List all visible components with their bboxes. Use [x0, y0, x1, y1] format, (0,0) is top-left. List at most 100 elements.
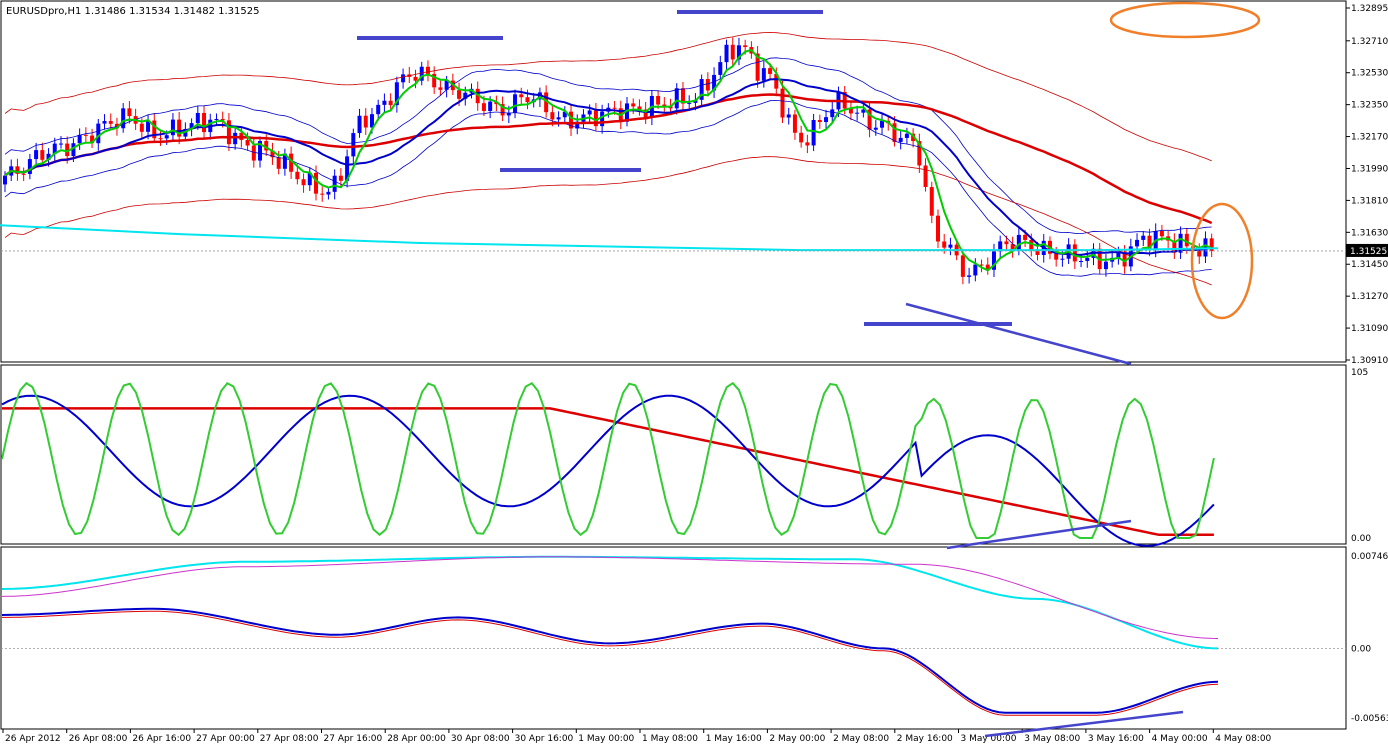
candle-body	[1184, 233, 1189, 247]
candle-body	[394, 82, 399, 106]
candle-body	[867, 109, 872, 130]
candle-body	[674, 88, 679, 109]
price-pane-frame	[0, 0, 1347, 363]
x-axis-label: 30 Apr 16:00	[515, 734, 574, 744]
candle-body	[432, 73, 437, 88]
candle-body	[444, 80, 449, 90]
candle-body	[214, 118, 219, 120]
macd-axis-label: 0.00	[1351, 644, 1371, 654]
candle-body	[637, 106, 642, 110]
candle-body	[936, 215, 940, 242]
candle-body	[369, 114, 374, 128]
candle-body	[656, 96, 661, 105]
candle-body	[189, 123, 194, 129]
candle-body	[991, 251, 996, 270]
candle-body	[114, 123, 119, 129]
candle-body	[438, 87, 443, 90]
candle-body	[1010, 244, 1015, 251]
candle-body	[1209, 238, 1214, 251]
candle-body	[419, 66, 424, 81]
candle-body	[799, 132, 804, 143]
macd-red-line	[2, 610, 1219, 716]
osc-blue-line	[1, 394, 1215, 547]
candle-body	[202, 112, 207, 133]
x-axis-label: 2 May 16:00	[897, 734, 953, 744]
macd-magenta-line	[1, 556, 1219, 639]
candle-body	[481, 103, 486, 111]
price-axis-label: 1.32170	[1351, 133, 1388, 143]
candle-body	[314, 172, 318, 194]
candle-body	[699, 79, 704, 100]
candle-body	[401, 74, 406, 83]
candle-body	[811, 119, 816, 146]
x-axis-label: 28 Apr 00:00	[387, 734, 446, 744]
x-axis-label: 26 Apr 08:00	[69, 734, 128, 744]
candle-body	[736, 45, 741, 60]
candle-body	[755, 53, 760, 81]
candle-body	[338, 175, 343, 181]
candle-body	[1197, 250, 1202, 257]
osc-axis-label: 0.00	[1351, 534, 1371, 544]
candle-body	[848, 108, 853, 114]
x-axis-label: 3 May 00:00	[961, 734, 1017, 744]
candle-body	[164, 135, 169, 139]
candle-body	[1159, 230, 1164, 237]
candle-body	[569, 111, 574, 129]
candle-body	[96, 123, 101, 144]
chart-title: EURUSDpro,H1 1.31486 1.31534 1.31482 1.3…	[6, 6, 260, 17]
price-trendline	[905, 302, 1132, 366]
candle-body	[898, 137, 903, 142]
candle-body	[562, 111, 567, 118]
candle-body	[83, 134, 88, 136]
candle-body	[774, 73, 779, 89]
candle-body	[942, 241, 947, 248]
candle-body	[1035, 249, 1040, 255]
candle-body	[301, 179, 306, 186]
candle-body	[824, 117, 829, 123]
candle-body	[1147, 235, 1152, 250]
candle-body	[376, 104, 381, 115]
price-axis-label: 1.31630	[1351, 228, 1388, 238]
price-layer	[0, 32, 1346, 286]
upper-band	[4, 57, 1212, 235]
price-axis-label: 1.31450	[1351, 260, 1388, 270]
candle-body	[730, 44, 735, 60]
candle-body	[226, 120, 231, 145]
candle-body	[817, 119, 822, 123]
candle-body	[973, 264, 978, 276]
candle-body	[65, 143, 70, 157]
candle-body	[1079, 261, 1084, 263]
candle-body	[127, 108, 132, 117]
candle-body	[21, 173, 26, 175]
candle-body	[506, 112, 511, 116]
candle-body	[861, 109, 866, 113]
x-axis-label: 4 May 08:00	[1215, 734, 1271, 744]
candle-body	[46, 153, 51, 160]
candle-body	[158, 138, 163, 140]
candle-body	[904, 133, 909, 138]
candle-body	[40, 150, 45, 160]
candle-body	[892, 123, 897, 142]
candle-body	[1116, 251, 1121, 258]
candle-body	[139, 123, 144, 132]
candle-body	[195, 112, 200, 124]
osc-trendline	[946, 519, 1132, 550]
current-price-box	[1346, 243, 1388, 257]
macd-blue-line	[1, 607, 1219, 714]
candle-body	[780, 88, 785, 118]
candle-body	[985, 264, 990, 270]
lower-envelope	[4, 156, 1212, 286]
candle-body	[289, 153, 294, 172]
x-axis-label: 26 Apr 16:00	[132, 734, 191, 744]
medium-ma-line	[4, 78, 1212, 256]
candle-body	[52, 143, 57, 154]
long-ma-line	[0, 224, 1219, 252]
candle-body	[1141, 235, 1146, 240]
candle-body	[326, 191, 331, 195]
candle-body	[662, 104, 667, 107]
candle-body	[34, 150, 39, 160]
candle-body	[1072, 244, 1077, 262]
x-axis-label: 1 May 00:00	[578, 734, 634, 744]
candle-body	[270, 150, 275, 158]
